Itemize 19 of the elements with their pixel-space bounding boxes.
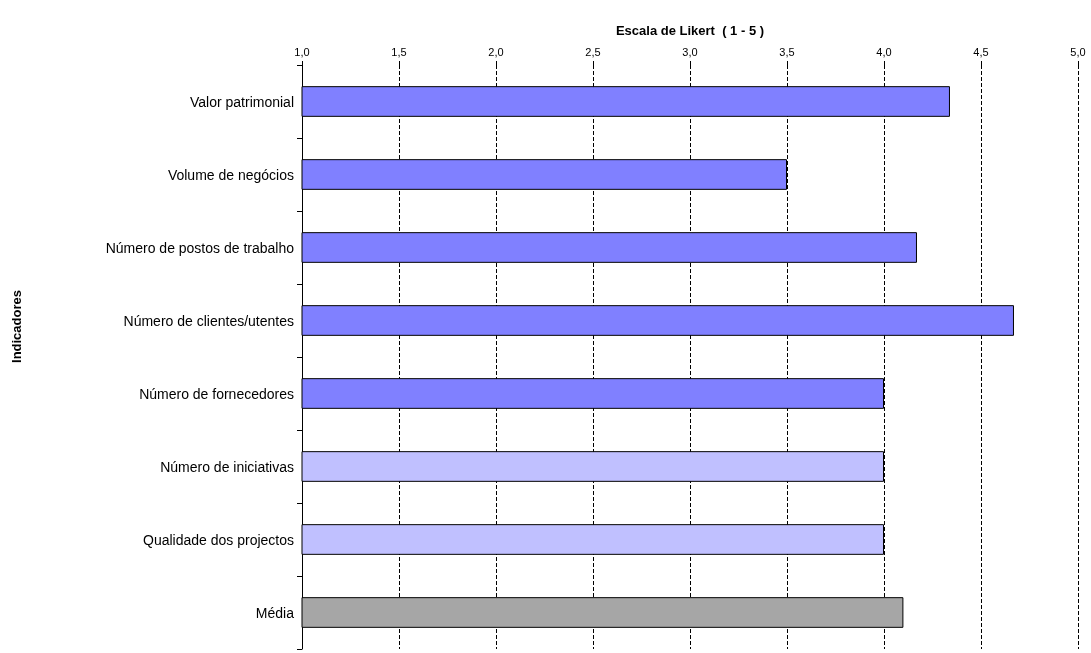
y-tick-label: Qualidade dos projectos xyxy=(143,531,294,548)
y-tick-label: Valor patrimonial xyxy=(189,93,294,110)
x-tick-label: 2,5 xyxy=(585,45,601,58)
x-tick-label: 5,0 xyxy=(1070,45,1086,58)
x-tick-label: 3,0 xyxy=(682,45,698,58)
x-tick-label: 3,5 xyxy=(779,45,795,58)
y-tick-label: Número de clientes/utentes xyxy=(123,312,294,329)
y-tick-label: Número de postos de trabalho xyxy=(105,239,295,256)
x-tick-label: 4,0 xyxy=(876,45,892,58)
x-tick-label: 4,5 xyxy=(973,45,989,58)
y-tick-label: Número de iniciativas xyxy=(160,458,294,475)
x-tick-label: 1,5 xyxy=(391,45,407,58)
x-tick-label: 1,0 xyxy=(294,45,310,58)
y-tick-label: Média xyxy=(255,604,295,621)
y-tick-label: Volume de negócios xyxy=(167,166,294,183)
x-tick-label: 2,0 xyxy=(488,45,504,58)
y-tick-label: Número de fornecedores xyxy=(139,385,294,402)
x-axis-title: Escala de Likert ( 1 - 5 ) xyxy=(615,23,765,38)
text: Indicadores xyxy=(9,290,24,363)
